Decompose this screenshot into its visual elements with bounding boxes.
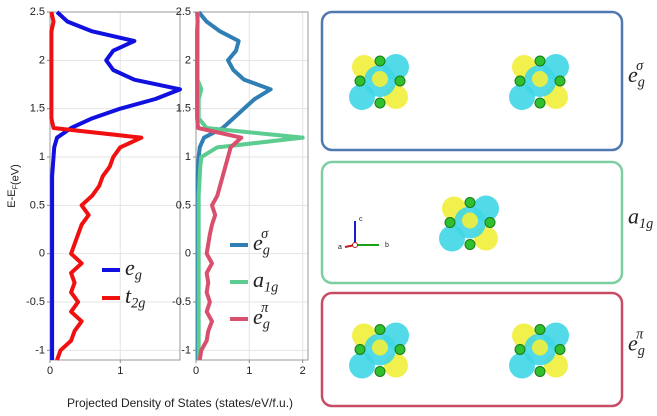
y-tick-label: 1 [39,151,45,163]
x-tick-label: 1 [117,365,123,377]
axis-glyph-label: c [359,216,363,223]
atom [355,345,365,355]
panel-label: a1g [628,204,653,233]
orbital-lobe [372,340,388,356]
atom [515,345,525,355]
atom [375,325,385,335]
x-axis-label: Projected Density of States (states/eV/f… [67,396,293,410]
plot-frame [196,12,308,360]
plot-frame [50,12,180,360]
legend-label: a1g [253,267,278,296]
y-tick-label: -1 [35,344,45,356]
y-tick-label: -0.5 [26,296,45,308]
y-tick-label: 0 [39,248,45,260]
atom [445,218,455,228]
x-tick-label: 2 [300,365,306,377]
atom [375,56,385,66]
y-tick-label: 1 [185,151,191,163]
atom [535,325,545,335]
orbital-lobe [532,71,548,87]
dos-line [198,12,303,360]
orbital-lobe [372,71,388,87]
axis-origin [353,243,358,248]
x-tick-label: 0 [193,365,199,377]
y-tick-label: 0.5 [30,199,45,211]
atom [355,76,365,86]
atom [395,345,405,355]
y-tick-label: 0 [185,248,191,260]
atom [485,218,495,228]
x-tick-label: 1 [246,365,252,377]
atom [375,98,385,108]
atom [375,367,385,377]
y-tick-label: 0.5 [176,199,191,211]
x-tick-label: 0 [47,365,53,377]
orbital-lobe [462,213,478,229]
atom [535,98,545,108]
legend-label: eg [125,255,142,284]
y-axis-label: E-EF(eV) [6,164,21,208]
y-tick-label: 2 [39,54,45,66]
atom [465,198,475,208]
legend-label: egπ [253,300,270,333]
legend-label: t2g [125,283,145,312]
atom [395,76,405,86]
figure: -1 -0.5 0 0.5 1 1.5 2 2.5 0 1 egt2g E-EF(eV) Project… [0,0,657,416]
atom [555,76,565,86]
atom [465,240,475,250]
atom [515,76,525,86]
dos-line [197,12,241,360]
y-tick-label: 2.5 [30,6,45,18]
atom [535,367,545,377]
axis-glyph-label: a [338,244,342,251]
y-tick-label: 1.5 [30,103,45,115]
y-tick-label: 2.5 [176,6,191,18]
y-tick-label: 2 [185,54,191,66]
y-tick-label: 1.5 [176,103,191,115]
dos-line [52,12,180,360]
y-tick-label: -1 [181,344,191,356]
panel-label: egσ [628,58,645,91]
y-tick-label: -0.5 [172,296,191,308]
orbital-lobe [532,340,548,356]
axis-glyph-label: b [385,242,389,249]
panel-label: egπ [628,327,645,360]
legend-label: egσ [253,226,270,259]
atom [555,345,565,355]
atom [535,56,545,66]
